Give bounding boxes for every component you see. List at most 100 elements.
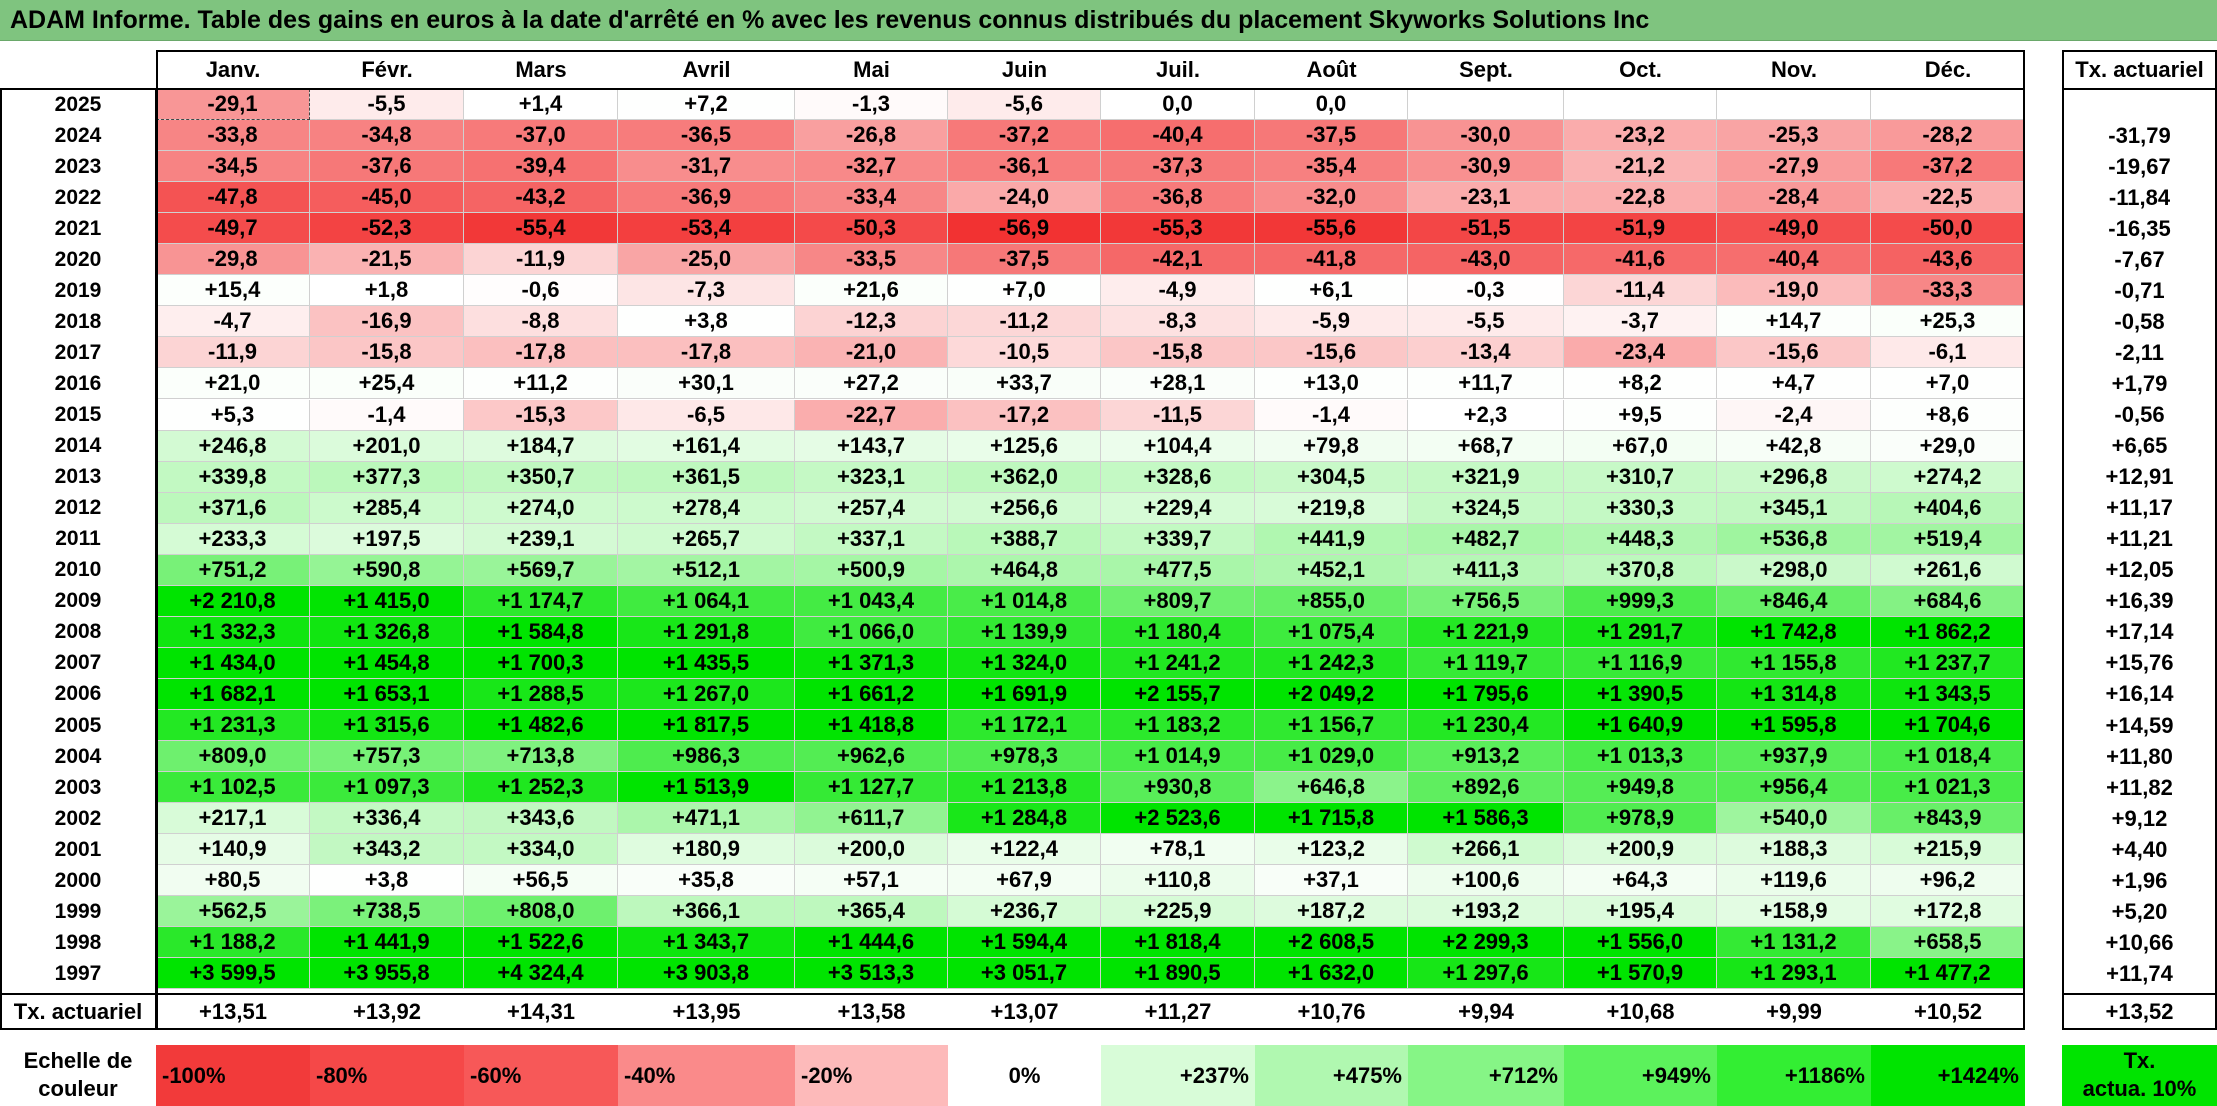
table-cell: -32,7 (795, 151, 948, 183)
table-cell: +1 188,2 (156, 927, 310, 959)
table-cell: +345,1 (1717, 492, 1871, 524)
year-label: 2014 (54, 434, 102, 458)
table-cell: +913,2 (1408, 741, 1564, 773)
table-cell: +1 018,4 (1871, 741, 2025, 773)
annual-rate-cell: +1,79 (2111, 370, 2168, 396)
table-cell: -1,4 (1255, 399, 1408, 431)
scale-swatch: +949% (1564, 1045, 1717, 1106)
table-cell: +377,3 (310, 461, 464, 493)
table-cell: +1 156,7 (1255, 710, 1408, 742)
table-cell: +1 326,8 (310, 616, 464, 648)
table-cell: +339,8 (156, 461, 310, 493)
table-cell: -23,1 (1408, 182, 1564, 214)
footer-rate-cell: +13,51 (199, 999, 267, 1024)
scale-annual-line2: actua. 10% (2082, 1076, 2197, 1101)
table-cell (1408, 89, 1564, 121)
table-cell: -33,4 (795, 182, 948, 214)
month-header: Mai (853, 57, 890, 82)
table-cell: +1 418,8 (795, 710, 948, 742)
table-cell: +1 454,8 (310, 647, 464, 679)
table-cell: -43,0 (1408, 244, 1564, 276)
footer-annual-cell: +13,52 (2105, 999, 2174, 1024)
annual-rate-cell: -0,71 (2114, 277, 2165, 303)
table-cell: +1 180,4 (1101, 616, 1255, 648)
table-cell: +343,2 (310, 834, 464, 866)
table-cell: +119,6 (1717, 865, 1871, 897)
annual-rate-cell: -7,67 (2114, 246, 2165, 272)
table-cell: +956,4 (1717, 772, 1871, 804)
annual-rate-cell: +14,59 (2105, 712, 2174, 738)
table-cell: +14,7 (1717, 306, 1871, 338)
table-cell: -41,6 (1564, 244, 1717, 276)
table-cell: +158,9 (1717, 896, 1871, 928)
table-cell: -34,5 (156, 151, 310, 183)
table-cell: +464,8 (948, 554, 1101, 586)
table-cell: +339,7 (1101, 523, 1255, 555)
scale-swatch: -20% (795, 1045, 948, 1106)
scale-swatch: +712% (1408, 1045, 1564, 1106)
table-cell: +411,3 (1408, 554, 1564, 586)
table-cell: +1 102,5 (156, 772, 310, 804)
table-cell: -56,9 (948, 213, 1101, 245)
annual-rate-cell: +16,39 (2105, 588, 2174, 614)
table-cell: +236,7 (948, 896, 1101, 928)
table-cell: +261,6 (1871, 554, 2025, 586)
table-cell: +2 210,8 (156, 585, 310, 617)
annual-rate-cell: +10,66 (2105, 929, 2174, 955)
table-cell: -21,0 (795, 337, 948, 369)
table-cell: +278,4 (618, 492, 795, 524)
table-cell: +540,0 (1717, 803, 1871, 835)
table-cell: +1 324,0 (948, 647, 1101, 679)
table-cell: +330,3 (1564, 492, 1717, 524)
table-cell: +28,1 (1101, 368, 1255, 400)
table-cell: +809,7 (1101, 585, 1255, 617)
table-cell: +1 139,9 (948, 616, 1101, 648)
table-cell: -43,6 (1871, 244, 2025, 276)
table-cell: +25,3 (1871, 306, 2025, 338)
table-cell: +1 632,0 (1255, 958, 1408, 990)
table-cell: +370,8 (1564, 554, 1717, 586)
table-cell: +1 237,7 (1871, 647, 2025, 679)
table-cell: +30,1 (618, 368, 795, 400)
table-cell: -45,0 (310, 182, 464, 214)
annual-rate-cell: +11,74 (2106, 960, 2173, 986)
footer-rate-cell: +9,94 (1458, 999, 1514, 1024)
table-cell: -52,3 (310, 213, 464, 245)
table-cell: +1 231,3 (156, 710, 310, 742)
table-cell: -1,3 (795, 89, 948, 121)
scale-annual-swatch: Tx. actua. 10% (2062, 1045, 2217, 1106)
month-header: Janv. (205, 57, 261, 82)
title-bar: ADAM Informe. Table des gains en euros à… (0, 0, 2217, 41)
table-cell: -31,7 (618, 151, 795, 183)
table-cell: -15,3 (464, 399, 618, 431)
table-cell: +3 513,3 (795, 958, 948, 990)
table-cell: +1 315,6 (310, 710, 464, 742)
table-cell: -0,3 (1408, 275, 1564, 307)
table-cell: -27,9 (1717, 151, 1871, 183)
table-cell: +80,5 (156, 865, 310, 897)
year-label: 2020 (54, 247, 102, 271)
table-cell: +562,5 (156, 896, 310, 928)
table-cell: +1 230,4 (1408, 710, 1564, 742)
table-cell: +4,7 (1717, 368, 1871, 400)
table-cell: +1 640,9 (1564, 710, 1717, 742)
table-cell: +200,9 (1564, 834, 1717, 866)
table-cell: +197,5 (310, 523, 464, 555)
header-divider (0, 88, 2025, 90)
table-cell: +79,8 (1255, 430, 1408, 462)
table-cell: -36,5 (618, 120, 795, 152)
table-cell: +1 267,0 (618, 678, 795, 710)
table-cell: +215,9 (1871, 834, 2025, 866)
annual-footer-divider (2062, 993, 2217, 995)
table-cell: +67,0 (1564, 430, 1717, 462)
table-cell: +1 291,7 (1564, 616, 1717, 648)
table-cell: -51,9 (1564, 213, 1717, 245)
table-cell: +1 097,3 (310, 772, 464, 804)
table-cell: -28,4 (1717, 182, 1871, 214)
table-cell: +1 075,4 (1255, 616, 1408, 648)
annual-rate-cell: +11,82 (2106, 774, 2173, 800)
table-cell: -41,8 (1255, 244, 1408, 276)
year-label: 2018 (54, 309, 102, 333)
table-cell: +256,6 (948, 492, 1101, 524)
table-cell: +4 324,4 (464, 958, 618, 990)
